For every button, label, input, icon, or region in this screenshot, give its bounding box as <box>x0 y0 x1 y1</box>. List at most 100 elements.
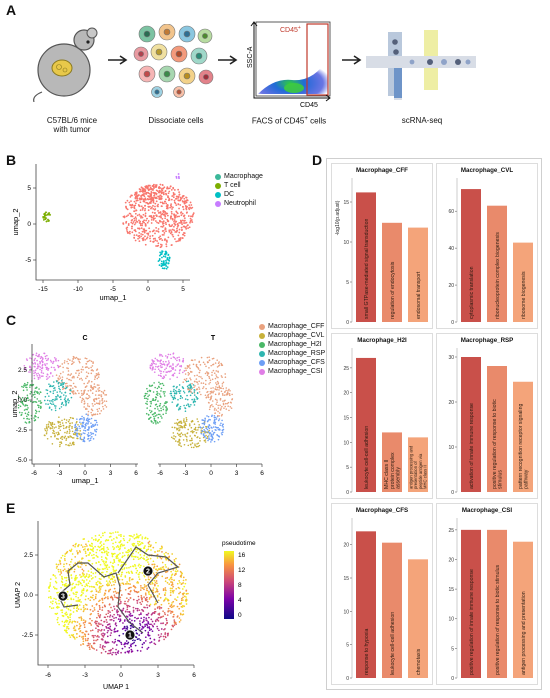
cell-point <box>93 607 96 609</box>
cell-point <box>63 563 65 566</box>
cell-point <box>97 390 100 392</box>
cell-point <box>124 651 127 654</box>
cell-point <box>134 644 137 647</box>
cell-point <box>180 211 183 214</box>
cell-point <box>128 572 131 574</box>
legend-item-macrophage-rsp: Macrophage_RSP <box>259 349 325 358</box>
cell-point <box>165 261 168 264</box>
cell-point <box>19 405 22 408</box>
cell-point <box>139 650 142 652</box>
cell-point <box>185 424 187 426</box>
cell-point <box>59 425 61 428</box>
cell-point <box>182 371 184 374</box>
cell-point <box>123 544 125 546</box>
cell-point <box>154 411 156 414</box>
cell-point <box>183 585 186 588</box>
cell-point <box>118 602 121 605</box>
cell-point <box>136 556 139 559</box>
cell-point <box>131 218 134 221</box>
cell-point <box>125 597 128 600</box>
cell-point <box>76 369 78 372</box>
cell-point <box>69 618 71 621</box>
cell-point <box>198 388 201 390</box>
cell-point <box>140 186 143 189</box>
cell-point <box>134 222 137 224</box>
cell-point <box>122 223 125 225</box>
cell-point <box>202 361 205 364</box>
bar-term-line: ribosome biogenesis <box>521 271 527 319</box>
cell-point <box>134 212 137 215</box>
cell-point <box>167 370 170 373</box>
cell-point <box>150 623 152 626</box>
cell-point <box>146 400 148 403</box>
cell-point <box>143 228 146 231</box>
cell-point <box>200 376 202 378</box>
cell-point <box>160 375 162 377</box>
cell-point <box>78 604 81 606</box>
cell-point <box>68 549 71 552</box>
cell-point <box>148 626 151 628</box>
cell-point <box>220 363 223 366</box>
x-tick-label: -6 <box>45 672 51 679</box>
cell-point <box>56 565 58 568</box>
cell-point <box>156 392 159 395</box>
cell-point <box>181 588 184 590</box>
cell-point <box>140 556 143 559</box>
cell-point <box>185 416 188 419</box>
cell-point <box>133 537 136 540</box>
cell-point <box>184 599 187 602</box>
cell-point <box>158 186 161 188</box>
cell-point <box>138 576 140 578</box>
cell-point <box>39 400 42 402</box>
cell-point <box>62 394 65 396</box>
cell-point <box>67 623 70 625</box>
cell-point <box>88 394 90 397</box>
y-tick-label: 5 <box>346 465 349 471</box>
cell-point <box>217 426 219 429</box>
cell-point <box>117 564 120 566</box>
cell-point <box>37 416 40 419</box>
cell-point <box>212 357 215 360</box>
cell-point <box>112 568 115 570</box>
cell-point <box>141 207 144 210</box>
cell-point <box>60 379 63 382</box>
cell-point <box>182 386 184 389</box>
cell-point <box>217 407 220 409</box>
cell-point <box>78 361 81 364</box>
cell-point <box>105 627 108 629</box>
cell-point <box>99 542 102 544</box>
cell-point <box>209 418 211 421</box>
cell-point <box>37 372 39 375</box>
cell-point <box>96 616 98 619</box>
cell-point <box>114 541 117 544</box>
cell-point <box>174 358 177 360</box>
cell-point <box>97 372 100 374</box>
cell-point <box>190 446 193 449</box>
cell-point <box>141 643 144 646</box>
cell-point <box>162 191 165 194</box>
cell-point <box>210 441 212 443</box>
y-tick-label: 20 <box>448 400 454 406</box>
cell-point <box>159 251 162 254</box>
cell-point <box>157 230 160 233</box>
cell-point <box>96 377 99 380</box>
cell-point <box>184 435 187 437</box>
cell-point <box>49 402 52 405</box>
cell-point <box>156 205 159 207</box>
cell-point <box>147 413 150 416</box>
cell-point <box>208 367 210 369</box>
cell-point <box>106 568 109 571</box>
cell-point <box>228 388 230 391</box>
cell-point <box>212 405 214 408</box>
cell-point <box>29 393 32 395</box>
enrichment-bar <box>461 529 481 678</box>
cell-point <box>56 398 58 401</box>
y-tick-label: 10 <box>343 240 349 246</box>
cell-point <box>156 550 159 552</box>
cell-point <box>144 636 147 639</box>
cell-point <box>186 385 189 388</box>
cell-point <box>88 427 90 430</box>
cell-point <box>95 622 97 625</box>
cell-point <box>175 391 178 393</box>
